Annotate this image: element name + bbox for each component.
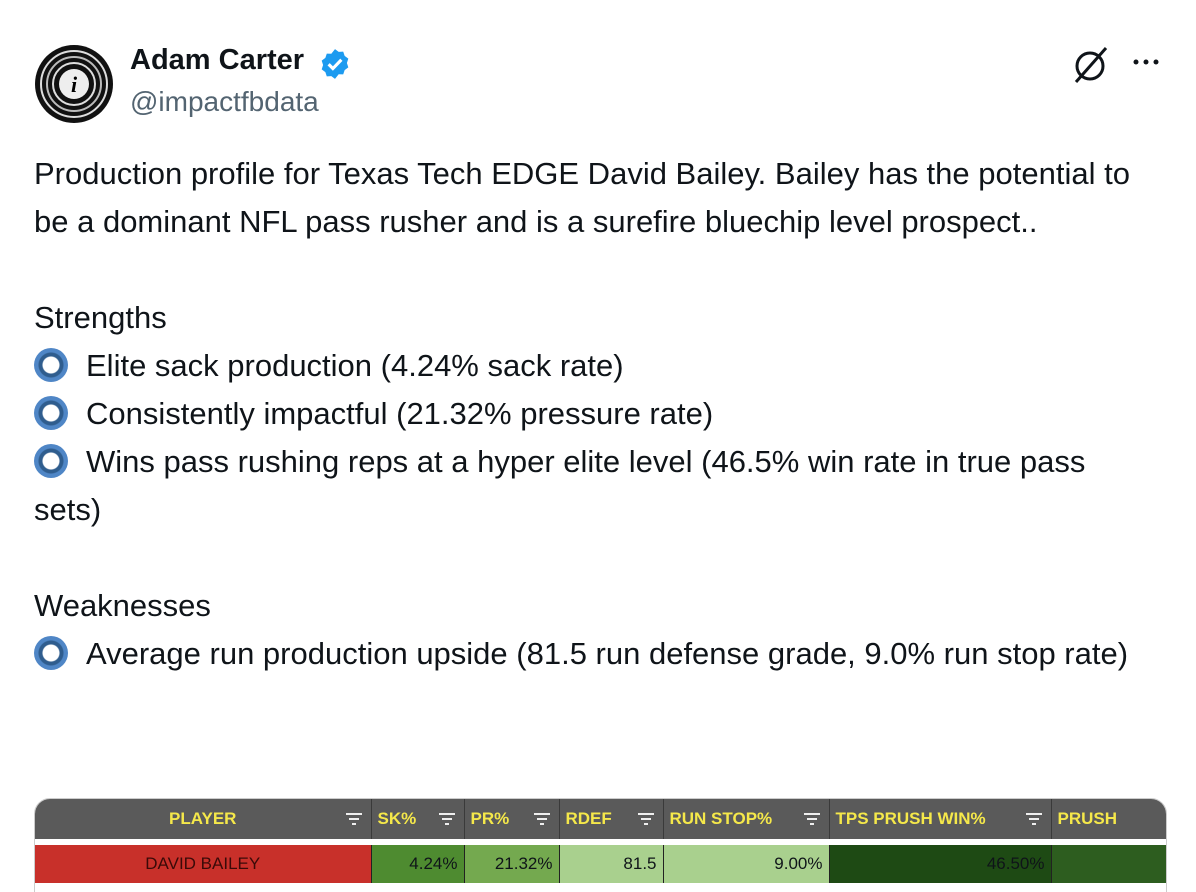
column-header: SK% xyxy=(371,799,465,842)
header-text: PRUSH xyxy=(1057,809,1118,828)
filter-icon xyxy=(345,811,363,831)
table-row: DAVID BAILEY4.24%21.32%81.59.00%46.50%93… xyxy=(35,839,1166,883)
svg-text:i: i xyxy=(71,72,78,97)
bullet-icon xyxy=(34,348,68,382)
table-cell: 21.32% xyxy=(464,839,560,883)
table-image[interactable]: PLAYER SK% PR% RDEF RUN STOP% TPS PRUSH WIN% P… xyxy=(34,798,1167,892)
avatar[interactable]: i xyxy=(34,44,114,124)
table-cell: 81.5 xyxy=(559,839,664,883)
table-cell: 46.50% xyxy=(829,839,1052,883)
weaknesses-heading: Weaknesses xyxy=(34,588,211,623)
author-name[interactable]: Adam Carter xyxy=(130,44,305,76)
filter-icon xyxy=(1025,811,1043,831)
list-item: Wins pass rushing reps at a hyper elite … xyxy=(34,438,1144,534)
filter-icon xyxy=(438,811,456,831)
filter-icon xyxy=(533,811,551,831)
item-text: Wins pass rushing reps at a hyper elite … xyxy=(34,444,1086,527)
tweet-text: Production profile for Texas Tech EDGE D… xyxy=(34,150,1144,678)
column-header: PR% xyxy=(464,799,560,842)
table-cell: DAVID BAILEY xyxy=(35,839,372,883)
header-text: RUN STOP% xyxy=(669,809,773,828)
item-text: Consistently impactful (21.32% pressure … xyxy=(86,396,714,431)
strengths-heading: Strengths xyxy=(34,300,167,335)
table-cell: 4.24% xyxy=(371,839,465,883)
column-header: RDEF xyxy=(559,799,664,842)
list-item: Elite sack production (4.24% sack rate) xyxy=(34,342,1144,390)
column-header: RUN STOP% xyxy=(663,799,830,842)
filter-icon xyxy=(637,811,655,831)
tweet-actions[interactable] xyxy=(1070,44,1170,84)
author-handle[interactable]: @impactfbdata xyxy=(130,86,319,117)
table-cell: 93.9 xyxy=(1051,839,1166,883)
strengths-list: Elite sack production (4.24% sack rate) C… xyxy=(34,342,1144,534)
header-text: PR% xyxy=(470,809,510,828)
stats-table: PLAYER SK% PR% RDEF RUN STOP% TPS PRUSH WIN% P… xyxy=(35,799,1166,883)
header-text: SK% xyxy=(377,809,417,828)
bullet-icon xyxy=(34,396,68,430)
bullet-icon xyxy=(34,636,68,670)
column-header: PRUSH xyxy=(1051,799,1166,842)
item-text: Average run production upside (81.5 run … xyxy=(86,636,1129,671)
list-item: Consistently impactful (21.32% pressure … xyxy=(34,390,1144,438)
bullet-icon xyxy=(34,444,68,478)
column-header: TPS PRUSH WIN% xyxy=(829,799,1052,842)
intro: Production profile for Texas Tech EDGE D… xyxy=(34,156,1130,239)
column-header: PLAYER xyxy=(35,799,372,842)
table-cell: 9.00% xyxy=(663,839,830,883)
item-text: Elite sack production (4.24% sack rate) xyxy=(86,348,624,383)
verified-badge xyxy=(321,49,349,79)
weaknesses-list: Average run production upside (81.5 run … xyxy=(34,630,1144,678)
filter-icon xyxy=(803,811,821,831)
list-item: Average run production upside (81.5 run … xyxy=(34,630,1144,678)
header-text: TPS PRUSH WIN% xyxy=(835,809,986,828)
header-text: PLAYER xyxy=(169,809,237,828)
header-text: RDEF xyxy=(565,809,612,828)
